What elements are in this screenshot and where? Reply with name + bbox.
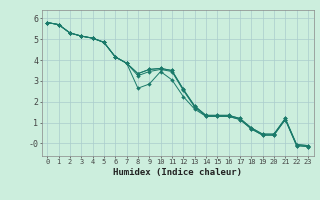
X-axis label: Humidex (Indice chaleur): Humidex (Indice chaleur) <box>113 168 242 177</box>
